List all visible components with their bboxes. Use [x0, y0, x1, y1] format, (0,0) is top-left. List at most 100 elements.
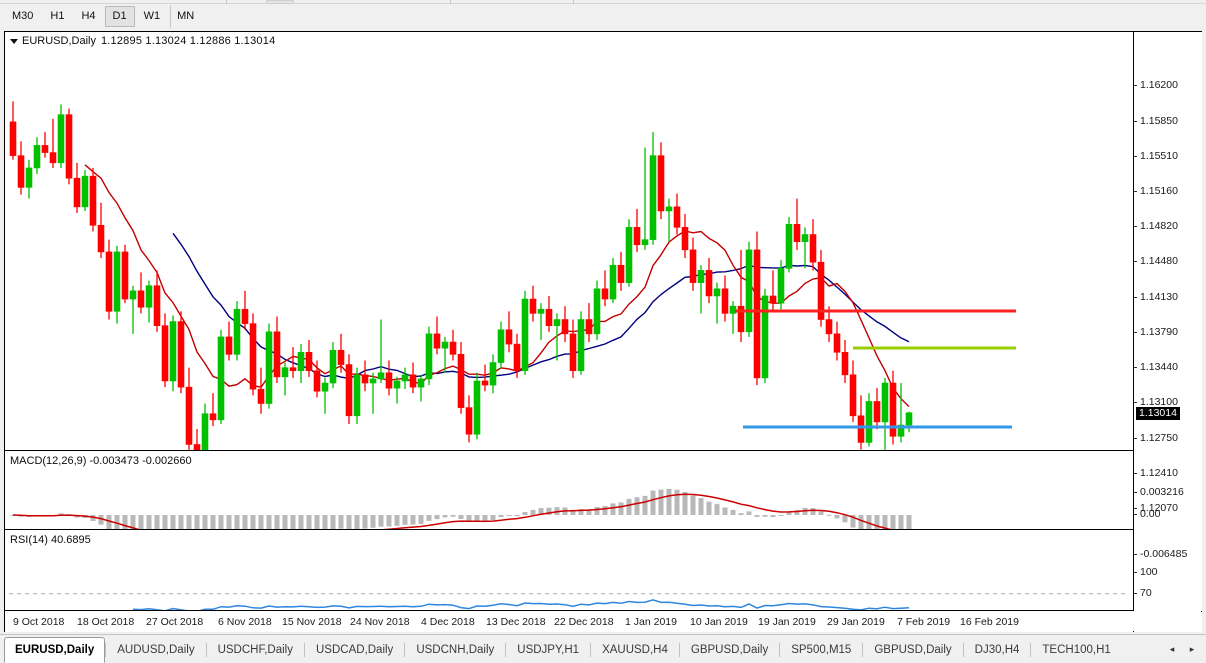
timeframe-button-h1[interactable]: H1 [50, 10, 65, 22]
macd-bar [826, 514, 832, 516]
timeframe-button-mn[interactable]: MN [177, 10, 195, 22]
chart-tab-usdcad-daily[interactable]: USDCAD,Daily [315, 644, 394, 656]
candle-body [569, 333, 577, 372]
price-scale-tick: 1.14130 [1134, 292, 1178, 303]
chevron-down-icon[interactable] [10, 38, 18, 44]
tick-mark [1134, 492, 1137, 493]
candle-body [137, 290, 145, 308]
toolbar-chip[interactable] [266, 0, 294, 4]
chart-tab-dj30-h4[interactable]: DJ30,H4 [974, 644, 1020, 656]
macd-bar [130, 515, 136, 529]
macd-bar [162, 515, 168, 529]
chart-tab-sp500-m15[interactable]: SP500,M15 [791, 644, 852, 656]
price-scale-tick: 1.12410 [1134, 468, 1178, 479]
tick-mark [1134, 191, 1137, 192]
tick-mark [1134, 514, 1137, 515]
chart-tab-usdchf-daily[interactable]: USDCHF,Daily [217, 644, 293, 656]
macd-bar [586, 509, 592, 515]
time-scale[interactable]: 9 Oct 2018 18 Oct 2018 27 Oct 2018 6 Nov 20… [5, 612, 1133, 632]
chart-tab-xauusd-h4[interactable]: XAUUSD,H4 [602, 644, 668, 656]
candle-body [273, 331, 281, 378]
candle-body [233, 308, 241, 355]
price-chart-canvas[interactable] [5, 32, 1133, 451]
candle-body [889, 382, 897, 437]
tab-scroll-prev-icon[interactable]: ◂ [1169, 643, 1175, 654]
rsi-scale-tick: 70 [1134, 588, 1152, 599]
macd-bar [210, 515, 216, 529]
macd-bar [714, 504, 720, 515]
timeframe-toolbar: M30 H1 H4 D1 W1 MN [0, 4, 1206, 29]
macd-chart-canvas[interactable] [5, 452, 1133, 530]
candle-body [265, 331, 273, 404]
candle-body [353, 374, 361, 417]
macd-bar [578, 509, 584, 515]
tab-separator [105, 643, 107, 657]
macd-bar [746, 511, 752, 515]
tab-scroll-next-icon[interactable]: ▸ [1189, 643, 1195, 654]
macd-bar [346, 515, 352, 529]
price-scale[interactable]: 1.16200 1.15850 1.15510 1.15160 1.14820 1.144… [1134, 32, 1202, 647]
candle-body [905, 412, 913, 426]
macd-bar [898, 515, 904, 529]
ohlc-values: 1.12895 1.13024 1.12886 1.13014 [100, 35, 276, 47]
time-axis-label: 10 Jan 2019 [690, 616, 748, 628]
macd-bar [266, 515, 272, 529]
tick-mark [1134, 402, 1137, 403]
timeframe-button-h4[interactable]: H4 [81, 10, 96, 22]
chart-tab-audusd-daily[interactable]: AUDUSD,Daily [117, 644, 195, 656]
chart-tab-usdjpy-h1[interactable]: USDJPY,H1 [517, 644, 580, 656]
scale-divider [1133, 32, 1134, 611]
macd-bar [546, 507, 552, 515]
candle-body [361, 374, 369, 384]
macd-bar [530, 509, 536, 515]
candle-body [633, 227, 641, 246]
tick-label: 1.14480 [1140, 255, 1178, 267]
candle-body [49, 152, 57, 164]
candle-body [81, 175, 89, 208]
macd-bar [522, 512, 528, 515]
time-axis-label: 4 Dec 2018 [421, 616, 475, 628]
chart-tab-gbpusd-daily[interactable]: GBPUSD,Daily [874, 644, 952, 656]
macd-bar [474, 515, 480, 522]
chart-tab-eurusd-daily[interactable]: EURUSD,Daily [4, 637, 106, 663]
chart-tab-bar: EURUSD,Daily AUDUSD,Daily USDCHF,Daily USDC… [0, 634, 1206, 663]
chart-window[interactable]: EURUSD,Daily 1.12895 1.13024 1.12886 1.13… [4, 31, 1202, 647]
tick-label: 1.15510 [1140, 150, 1178, 162]
rsi-pane[interactable]: RSI(14) 40.6895 [5, 531, 1133, 611]
candle-body [473, 380, 481, 435]
price-scale-tick: 1.15850 [1134, 116, 1178, 127]
candle-body [9, 121, 17, 156]
macd-bar [234, 515, 240, 529]
macd-bar [138, 515, 144, 529]
tab-separator [505, 643, 507, 657]
macd-scale-tick: 0.00 [1134, 509, 1160, 520]
candle-body [417, 378, 425, 388]
candle-body [113, 251, 121, 312]
candle-body [841, 351, 849, 376]
macd-bar [642, 495, 648, 515]
timeframe-button-w1[interactable]: W1 [143, 10, 161, 22]
chart-tab-usdcnh-daily[interactable]: USDCNH,Daily [416, 644, 495, 656]
macd-bar [698, 498, 704, 515]
timeframe-button-d1[interactable]: D1 [104, 6, 135, 27]
macd-bar [226, 515, 232, 529]
candle-body [129, 290, 137, 300]
timeframe-button-m30[interactable]: M30 [12, 10, 34, 22]
candle-body [121, 251, 129, 300]
candle-body [505, 329, 513, 345]
candle-body [713, 288, 721, 297]
candle-body [681, 227, 689, 251]
time-axis-label: 15 Nov 2018 [282, 616, 342, 628]
candle-body [649, 155, 657, 240]
candle-body [881, 382, 889, 423]
tick-mark [1134, 473, 1137, 474]
macd-bar [202, 515, 208, 529]
price-pane[interactable]: EURUSD,Daily 1.12895 1.13024 1.12886 1.13… [5, 32, 1133, 451]
candle-body [673, 206, 681, 228]
chart-tab-tech100-h1[interactable]: TECH100,H1 [1042, 644, 1111, 656]
candle-body [225, 336, 233, 355]
toolbar-separator [450, 0, 451, 4]
chart-tab-gbpusd-daily[interactable]: GBPUSD,Daily [690, 644, 769, 656]
rsi-chart-canvas[interactable] [5, 531, 1133, 611]
macd-pane[interactable]: MACD(12,26,9) -0.003473 -0.002660 [5, 452, 1133, 530]
